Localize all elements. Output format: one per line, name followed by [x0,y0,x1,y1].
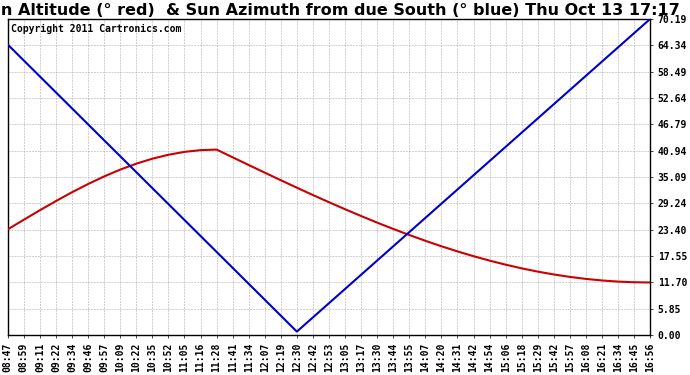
Text: Copyright 2011 Cartronics.com: Copyright 2011 Cartronics.com [11,24,181,34]
Title: Sun Altitude (° red)  & Sun Azimuth from due South (° blue) Thu Oct 13 17:17: Sun Altitude (° red) & Sun Azimuth from … [0,3,680,18]
